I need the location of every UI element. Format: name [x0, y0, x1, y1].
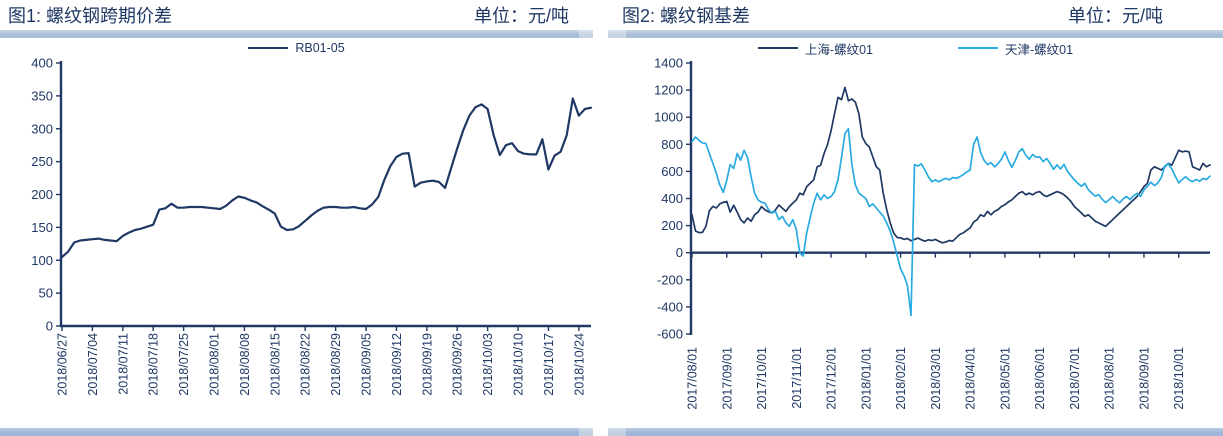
chart2-bottom-divider [608, 428, 1223, 436]
svg-text:2018/10/17: 2018/10/17 [542, 333, 556, 396]
svg-text:2018/09/12: 2018/09/12 [390, 333, 404, 396]
svg-text:2018/02/01: 2018/02/01 [894, 347, 908, 410]
svg-text:2017/08/01: 2017/08/01 [686, 347, 700, 410]
svg-text:0: 0 [676, 245, 683, 260]
chart1-header: 图1: 螺纹钢跨期价差 单位：元/吨 [0, 0, 593, 30]
chart2-title: 图2: 螺纹钢基差 [622, 6, 751, 26]
svg-text:2018/07/01: 2018/07/01 [1068, 347, 1082, 410]
chart1-unit-label: 单位：元/吨 [473, 6, 569, 26]
svg-text:2017/11/01: 2017/11/01 [790, 347, 804, 409]
chart1-plot-area: 0 50 100 150 200 250 300 350 400 2018/06/27 2018/0… [31, 58, 593, 396]
svg-text:2017/09/01: 2017/09/01 [720, 347, 734, 410]
svg-text:2018/10/01: 2018/10/01 [1172, 347, 1186, 410]
legend-label-shanghai: 上海-螺纹01 [804, 42, 873, 57]
svg-text:2018/05/01: 2018/05/01 [998, 347, 1012, 410]
panel-chart1: 图1: 螺纹钢跨期价差 单位：元/吨 RB01-05 0 50 100 150 200 2… [0, 0, 593, 436]
svg-text:-600: -600 [657, 327, 683, 342]
svg-text:0: 0 [46, 319, 53, 334]
chart1-bottom-divider [0, 428, 593, 436]
svg-text:200: 200 [31, 187, 53, 202]
chart1-top-divider [0, 30, 593, 38]
svg-text:2018/06/01: 2018/06/01 [1033, 347, 1047, 410]
legend-label-rb01-05: RB01-05 [295, 41, 345, 55]
svg-text:250: 250 [31, 154, 53, 169]
svg-text:1200: 1200 [654, 83, 683, 98]
svg-text:2018/10/10: 2018/10/10 [512, 333, 526, 396]
chart2-header: 图2: 螺纹钢基差 单位：元/吨 [608, 0, 1223, 30]
line-swatch-navy-icon [757, 47, 798, 49]
legend-label-tianjin: 天津-螺纹01 [1005, 42, 1074, 57]
svg-text:2018/08/29: 2018/08/29 [329, 333, 343, 396]
svg-text:2018/08/01: 2018/08/01 [208, 333, 222, 396]
svg-text:2018/08/01: 2018/08/01 [1103, 347, 1117, 410]
svg-text:2018/09/05: 2018/09/05 [360, 333, 374, 396]
svg-text:-200: -200 [657, 272, 683, 287]
svg-text:2018/10/03: 2018/10/03 [481, 333, 495, 396]
svg-text:200: 200 [661, 218, 683, 233]
svg-text:-400: -400 [657, 299, 683, 314]
svg-text:2018/08/15: 2018/08/15 [268, 333, 282, 396]
svg-text:400: 400 [661, 191, 683, 206]
svg-text:600: 600 [661, 164, 683, 179]
svg-text:2018/10/24: 2018/10/24 [572, 333, 586, 396]
chart2-legend: 上海-螺纹01 天津-螺纹01 [608, 39, 1223, 58]
svg-text:1000: 1000 [654, 110, 683, 125]
svg-text:800: 800 [661, 137, 683, 152]
svg-text:2018/08/08: 2018/08/08 [238, 333, 252, 396]
svg-text:2018/07/18: 2018/07/18 [147, 333, 161, 396]
chart2-top-divider [608, 30, 1223, 38]
legend-item-rb01-05: RB01-05 [248, 41, 345, 55]
svg-text:2017/12/01: 2017/12/01 [825, 347, 839, 410]
svg-text:2018/08/22: 2018/08/22 [299, 333, 313, 396]
svg-text:2018/09/26: 2018/09/26 [451, 333, 465, 396]
svg-text:2018/04/01: 2018/04/01 [964, 347, 978, 410]
svg-text:2018/09/01: 2018/09/01 [1137, 347, 1151, 410]
svg-text:2018/07/11: 2018/07/11 [116, 333, 130, 395]
svg-text:400: 400 [31, 58, 53, 71]
svg-text:2018/01/01: 2018/01/01 [859, 347, 873, 410]
legend-item-tianjin: 天津-螺纹01 [958, 39, 1073, 58]
svg-text:150: 150 [31, 220, 53, 235]
chart2-plot-area: -600 -400 -200 0 200 400 600 800 1000 1200 1400 201… [654, 58, 1211, 410]
svg-text:2017/10/01: 2017/10/01 [755, 347, 769, 410]
line-swatch-cyan-icon [958, 47, 998, 49]
chart1-title: 图1: 螺纹钢跨期价差 [8, 6, 173, 26]
svg-text:2018/09/19: 2018/09/19 [420, 333, 434, 396]
chart1-legend: RB01-05 [0, 40, 593, 56]
svg-text:350: 350 [31, 88, 53, 103]
svg-text:2018/07/04: 2018/07/04 [86, 333, 100, 396]
svg-text:100: 100 [31, 253, 53, 268]
svg-text:2018/06/27: 2018/06/27 [56, 333, 70, 396]
panel-chart2: 图2: 螺纹钢基差 单位：元/吨 上海-螺纹01 天津-螺纹01 -600 -40… [608, 0, 1223, 436]
svg-text:2018/03/01: 2018/03/01 [929, 347, 943, 410]
legend-item-shanghai: 上海-螺纹01 [757, 39, 873, 58]
svg-text:2018/07/25: 2018/07/25 [177, 333, 191, 396]
svg-text:50: 50 [39, 286, 53, 301]
line-swatch-navy-icon [248, 47, 289, 49]
svg-text:300: 300 [31, 121, 53, 136]
chart2-unit-label: 单位：元/吨 [1067, 6, 1163, 26]
svg-text:1400: 1400 [654, 58, 683, 71]
